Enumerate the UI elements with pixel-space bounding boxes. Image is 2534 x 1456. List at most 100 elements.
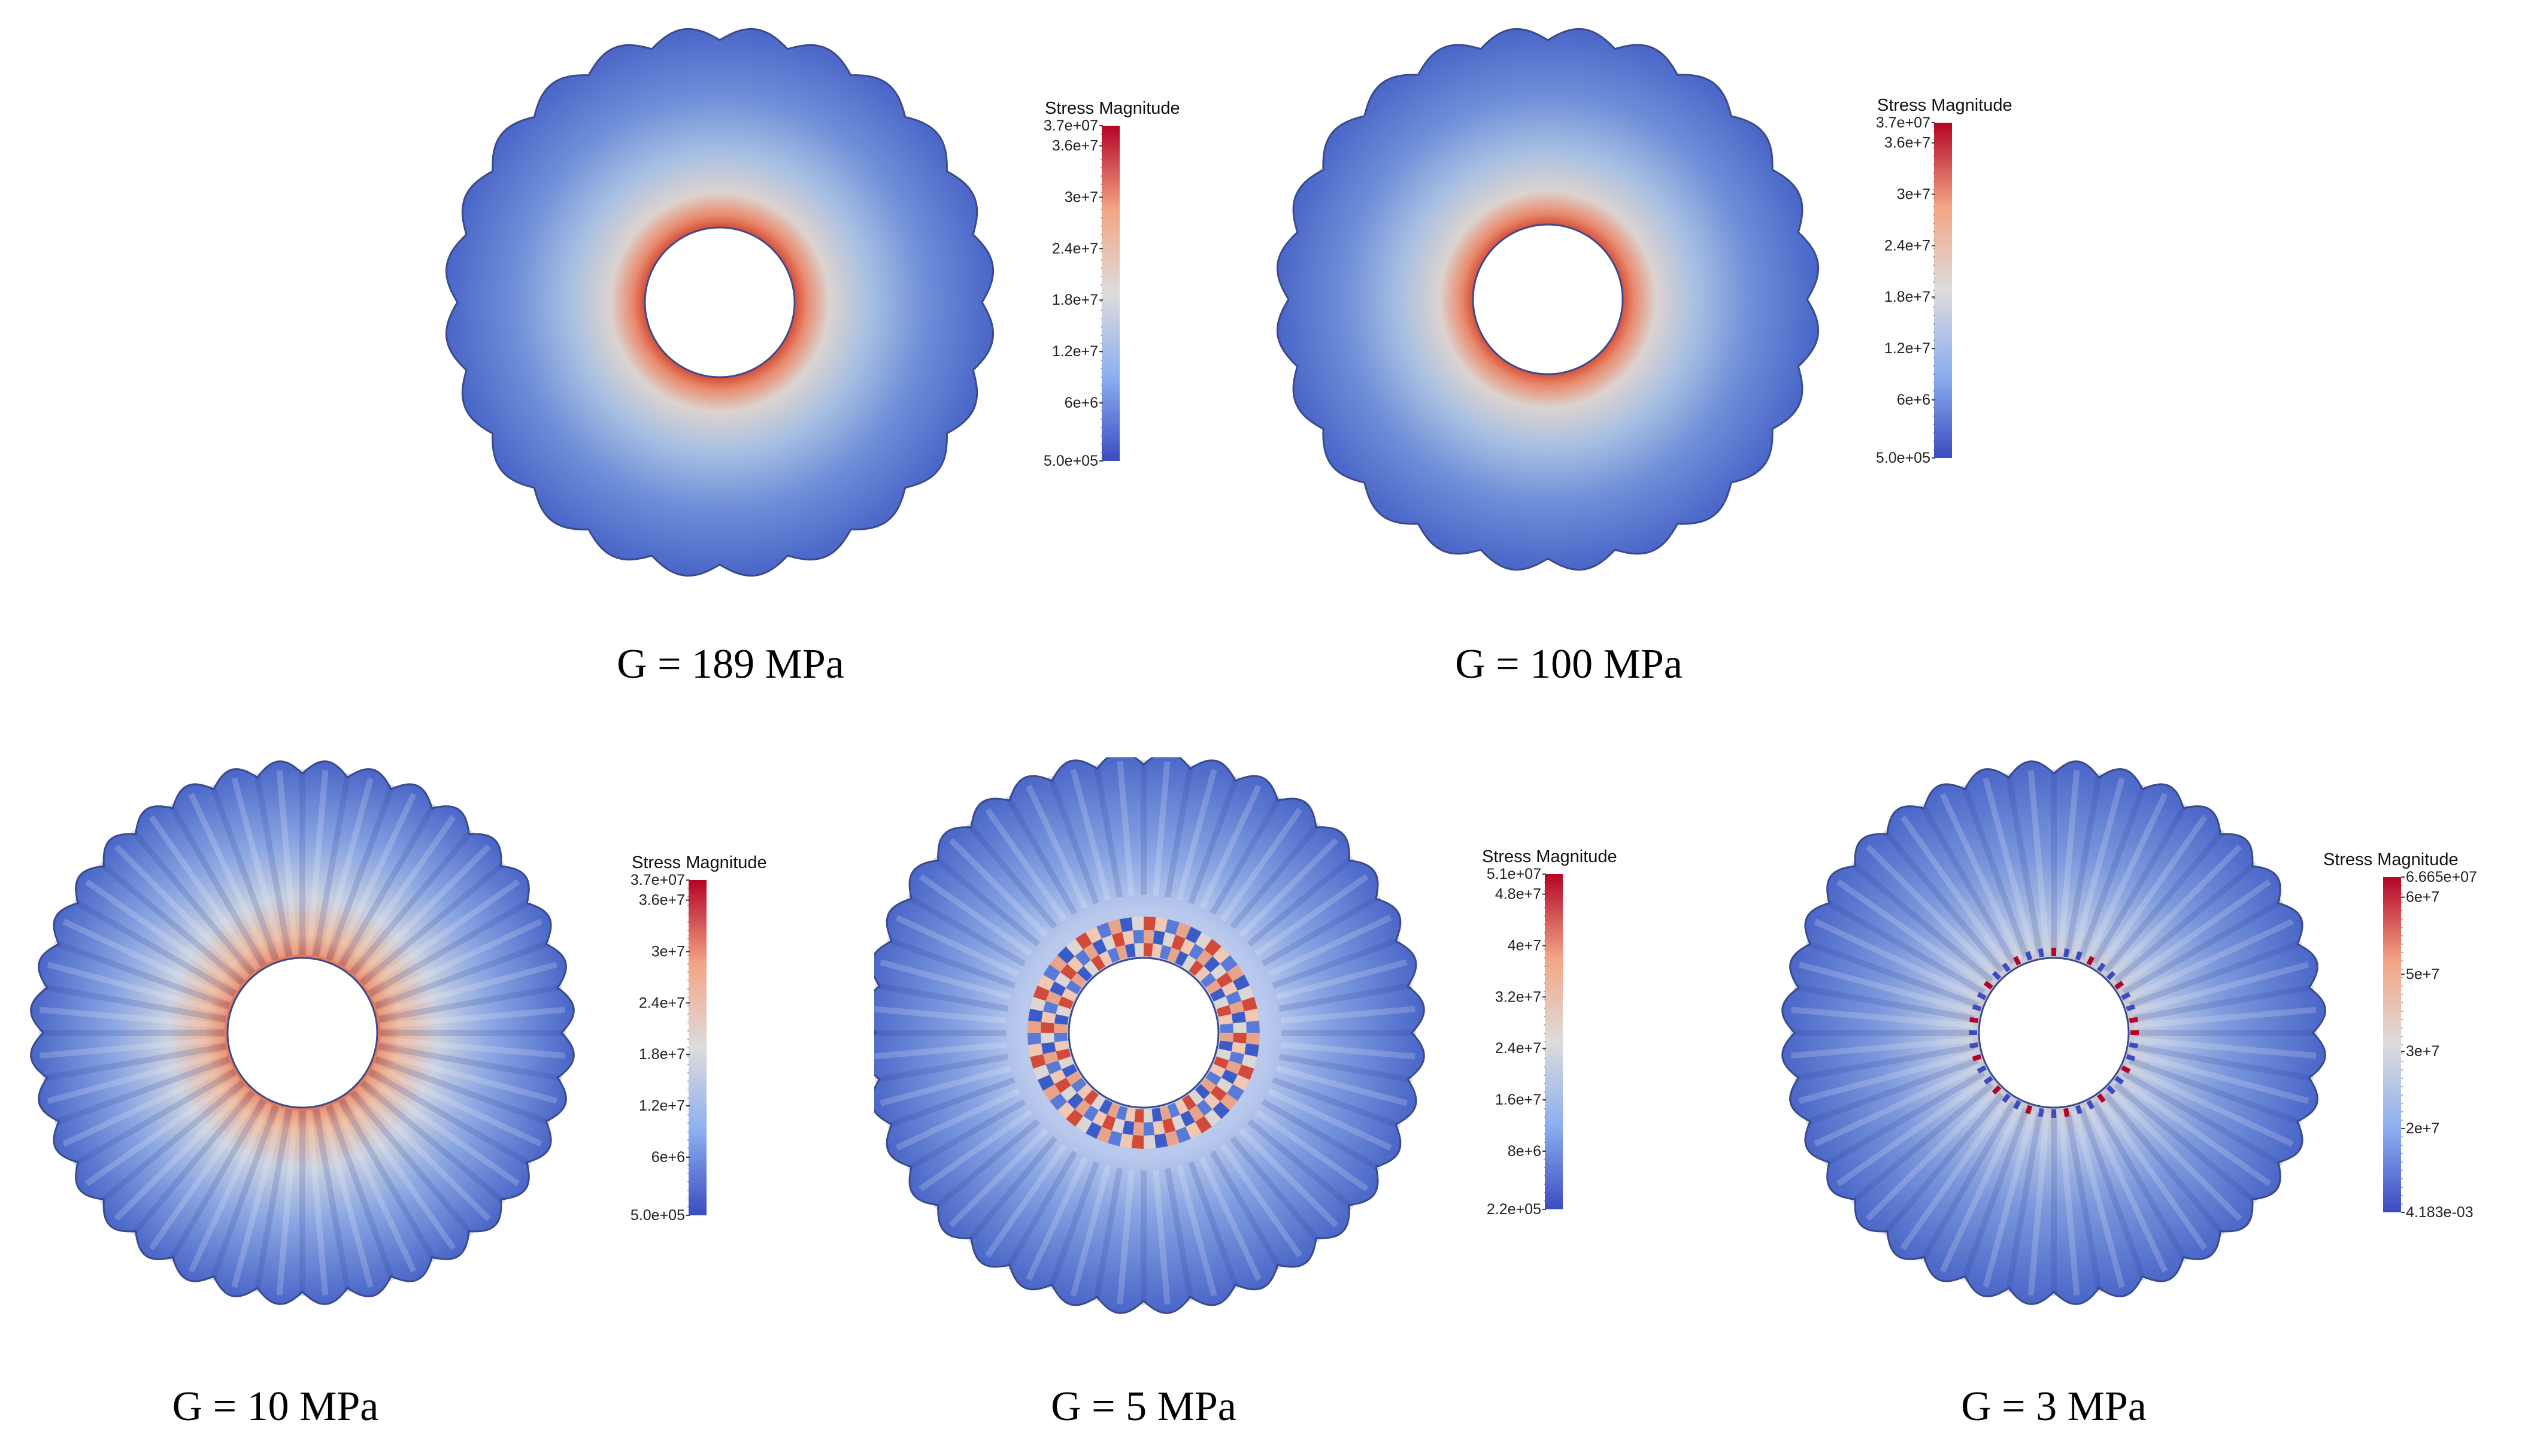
radial-streak [62,918,234,1003]
radial-streak [880,959,1012,1000]
radial-streak [948,1128,1048,1228]
colorbar-tick-label: 6e+6 [1897,392,1930,408]
checker-cell [1045,991,1062,1005]
checker-cell [1210,963,1227,980]
checker-cell [1246,1033,1260,1045]
radial-streak [1882,829,2005,973]
radial-streak [332,793,417,964]
checker-cell [1086,1121,1102,1139]
checker-cell [1041,1022,1054,1033]
colorbar-tick-label: 6e+6 [1065,395,1098,411]
radial-streak [1176,769,1217,901]
radial-streak [319,1107,374,1288]
hole-edge-dash [2025,951,2033,961]
radial-streak [1005,795,1078,915]
checker-cell [1213,1102,1230,1120]
checker-cell [1195,966,1211,982]
radial-streak [2126,918,2294,1002]
checker-cell [1056,1005,1071,1017]
radial-streak [1093,1167,1123,1302]
checker-cell [1216,1048,1232,1061]
radial-streak [2092,803,2189,964]
colorbar-title: Stress Magnitude [2323,850,2459,869]
radial-streak [875,982,1009,1012]
checker-cell [1210,1064,1226,1078]
radial-streak [1026,784,1089,909]
checker-cell [1096,922,1112,939]
hole-edge-dash [2121,991,2131,1000]
checker-cell [1238,1064,1254,1080]
checker-cell [1057,1102,1075,1120]
radial-streak [966,1136,1057,1243]
colorbar-tick-label: 2e+7 [2406,1120,2439,1137]
radial-streak [371,1063,542,1147]
radial-streak [313,1109,351,1293]
radial-streak [2085,1105,2168,1273]
radial-streak [378,1043,563,1082]
radial-streak [1280,1042,1415,1060]
hole-edge-dash [2075,951,2083,961]
panel-svg: Stress Magnitude 3.7e+07 3.6e+7 3e+7 2.4e+7… [445,28,1180,577]
radial-streak [2085,793,2168,961]
checker-cell [1027,1020,1041,1033]
hole-edge-dash [2063,1108,2070,1117]
checker-cell [1066,1071,1082,1086]
checker-cell [1232,975,1250,991]
checker-cell [1099,950,1113,967]
colorbar-tick-label: 2.2e+05 [1487,1201,1541,1218]
stress-ring [874,757,1425,1314]
checker-cell [1042,1000,1059,1014]
checker-cell [1060,1085,1077,1102]
radial-streak [2072,1110,2125,1288]
radial-streak [1230,822,1321,930]
checker-cell [1116,945,1128,960]
checker-cell [1107,1102,1120,1118]
colorbar-title: Stress Magnitude [1877,96,2012,115]
checker-cell [1201,972,1217,988]
colorbar-tick-label: 4e+7 [1508,937,1541,954]
radial-streak [114,844,250,980]
radial-streak [350,1090,474,1237]
radial-streak [1278,1054,1413,1083]
checker-cell [1151,943,1163,958]
radial-streak [2134,1036,2317,1059]
checker-cell [1205,979,1221,994]
hole-edge-dash [2012,1100,2021,1110]
colorbar-tick-label: 1.2e+7 [639,1097,685,1114]
panel-svg: Stress Magnitude 3.7e+07 3.6e+7 3e+7 2.4e+7… [30,760,767,1305]
radial-streak [948,838,1048,938]
checker-cell [1144,1122,1154,1136]
caption-g3: G = 3 MPa [1961,1384,2147,1430]
checker-cell [1054,972,1071,988]
radial-streak [2108,1087,2242,1221]
radial-streak [1254,873,1369,957]
checker-cell [1111,932,1125,948]
hole-edge-dash [2038,1108,2044,1117]
radial-streak [47,961,228,1016]
checker-cell [1122,1120,1135,1136]
panel-g100: Stress Magnitude 3.7e+07 3.6e+7 3e+7 2.4e+7… [1263,24,2066,599]
colorbar-bar [1934,123,1952,458]
checker-cell [1218,1041,1233,1052]
radial-streak [2092,1101,2189,1263]
checker-cell [1195,1084,1211,1100]
radial-streak [1210,1150,1283,1270]
radial-streak [2129,939,2303,1008]
colorbar-tick-label: 3e+7 [1065,189,1098,205]
radial-streak [1187,775,1240,905]
radial-streak [168,803,266,967]
hole-edge-dash [1972,1004,1982,1012]
checker-cell [1083,944,1099,960]
checker-cell [1107,947,1120,963]
radial-streak [1267,915,1392,978]
radial-streak [1220,808,1303,922]
colorbar-tick-label: 5.0e+05 [1044,453,1098,469]
checker-cell [1213,946,1230,964]
colorbar: Stress Magnitude 3.7e+07 3.6e+7 3e+7 2.4e+7… [1044,99,1180,469]
checker-cell [1033,985,1050,1001]
radial-streak [306,770,329,956]
radial-streak [1983,777,2036,956]
radial-streak [2065,1112,2103,1293]
radial-streak [253,772,292,957]
radial-streak [1187,1161,1240,1290]
